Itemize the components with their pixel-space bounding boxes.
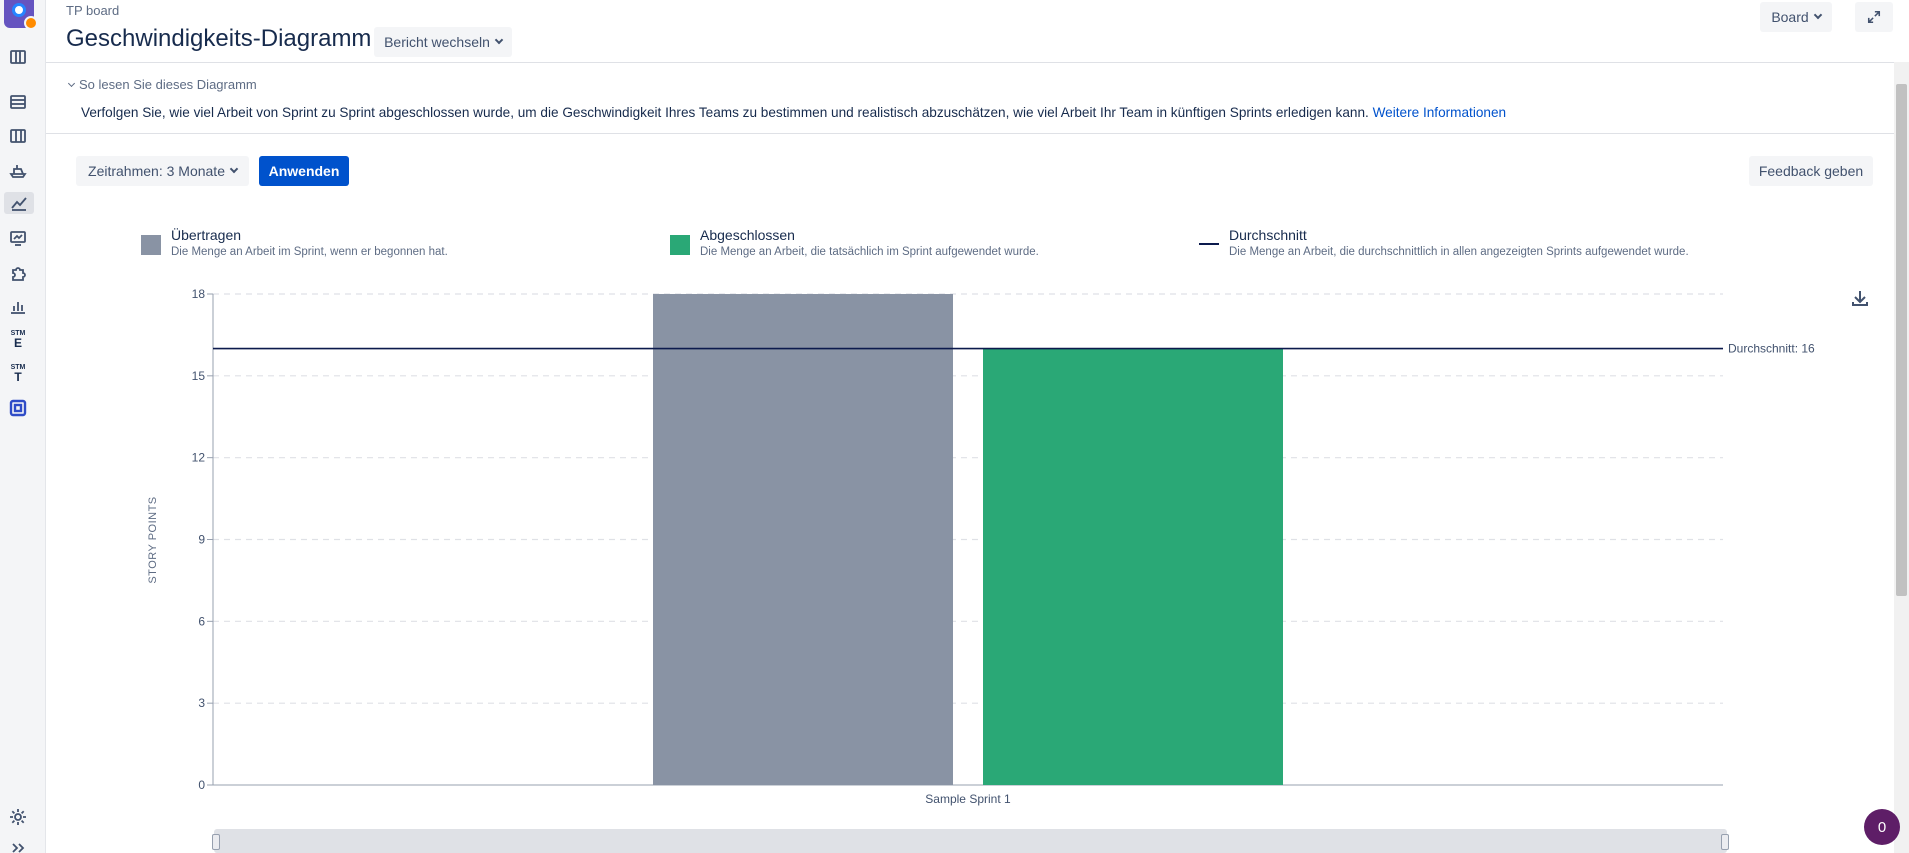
reports-icon[interactable] bbox=[4, 192, 34, 214]
range-handle-end[interactable] bbox=[1721, 834, 1729, 850]
stm-t-icon[interactable]: STM T bbox=[10, 364, 26, 384]
scrollbar-thumb[interactable] bbox=[1896, 84, 1907, 596]
y-tick-label: 12 bbox=[192, 451, 206, 465]
fullscreen-button[interactable] bbox=[1855, 2, 1893, 32]
info-divider bbox=[46, 133, 1894, 134]
y-tick-label: 18 bbox=[192, 287, 206, 301]
how-to-read-toggle[interactable]: So lesen Sie dieses Diagramm bbox=[67, 77, 257, 92]
monitor-chart-icon[interactable] bbox=[7, 227, 29, 249]
bar-completed bbox=[983, 348, 1283, 785]
bar-committed bbox=[653, 294, 953, 785]
legend-swatch-committed bbox=[141, 235, 161, 255]
sprint-range-slider[interactable] bbox=[214, 829, 1727, 853]
sprint-board-icon[interactable] bbox=[7, 125, 29, 147]
legend-desc: Die Menge an Arbeit im Sprint, wenn er b… bbox=[171, 246, 448, 258]
legend-title: Durchschnitt bbox=[1229, 227, 1307, 243]
apply-button[interactable]: Anwenden bbox=[259, 156, 349, 186]
chart-description: Verfolgen Sie, wie viel Arbeit von Sprin… bbox=[81, 105, 1506, 120]
legend-item-average: Durchschnitt Die Menge an Arbeit, die du… bbox=[1199, 227, 1689, 258]
more-info-link[interactable]: Weitere Informationen bbox=[1372, 105, 1507, 120]
chart-description-text: Verfolgen Sie, wie viel Arbeit von Sprin… bbox=[81, 105, 1369, 120]
average-label: Durchschnitt: 16 bbox=[1728, 342, 1815, 356]
board-button[interactable]: Board bbox=[1760, 2, 1832, 32]
y-tick-label: 9 bbox=[198, 533, 205, 547]
legend-desc: Die Menge an Arbeit, die tatsächlich im … bbox=[700, 246, 1039, 258]
switch-report-label: Bericht wechseln bbox=[384, 34, 490, 50]
board-button-label: Board bbox=[1771, 9, 1809, 25]
backlog-icon[interactable] bbox=[7, 91, 29, 113]
plugin-square-icon[interactable] bbox=[7, 397, 29, 419]
y-axis-label: STORY POINTS bbox=[147, 496, 159, 583]
help-badge[interactable]: 0 bbox=[1864, 809, 1900, 845]
how-to-read-label: So lesen Sie dieses Diagramm bbox=[79, 77, 257, 92]
legend-swatch-average bbox=[1199, 243, 1219, 245]
legend-swatch-completed bbox=[670, 235, 690, 255]
y-tick-label: 15 bbox=[192, 369, 206, 383]
settings-gear-icon[interactable] bbox=[7, 806, 29, 828]
page-title: Geschwindigkeits-Diagramm bbox=[66, 25, 372, 52]
y-tick-label: 6 bbox=[198, 614, 205, 628]
y-tick-label: 3 bbox=[198, 696, 205, 710]
breadcrumb-project[interactable]: TP board bbox=[66, 3, 120, 18]
legend-title: Abgeschlossen bbox=[700, 227, 795, 243]
timeframe-select[interactable]: Zeitrahmen: 3 Monate bbox=[76, 156, 249, 186]
legend-title: Übertragen bbox=[171, 227, 242, 243]
download-icon[interactable] bbox=[1850, 288, 1870, 308]
stm-e-icon[interactable]: STM E bbox=[10, 330, 26, 350]
expand-icon bbox=[1867, 10, 1881, 24]
feedback-button[interactable]: Feedback geben bbox=[1749, 156, 1873, 186]
releases-ship-icon[interactable] bbox=[7, 159, 29, 181]
addons-puzzle-icon[interactable] bbox=[7, 262, 29, 284]
legend-desc: Die Menge an Arbeit, die durchschnittlic… bbox=[1229, 246, 1689, 258]
range-handle-start[interactable] bbox=[212, 834, 220, 850]
legend-item-committed: Übertragen Die Menge an Arbeit im Sprint… bbox=[141, 227, 448, 258]
expand-sidebar-icon[interactable] bbox=[7, 838, 29, 853]
left-rail: STM E STM T bbox=[0, 0, 46, 853]
y-tick-label: 0 bbox=[198, 778, 205, 792]
bar-chart-icon[interactable] bbox=[7, 295, 29, 317]
header-divider bbox=[46, 62, 1894, 63]
app-logo[interactable] bbox=[4, 0, 38, 30]
switch-report-button[interactable]: Bericht wechseln bbox=[374, 27, 512, 57]
legend-item-completed: Abgeschlossen Die Menge an Arbeit, die t… bbox=[670, 227, 1039, 258]
board-icon[interactable] bbox=[7, 46, 29, 68]
x-tick-label: Sample Sprint 1 bbox=[925, 792, 1011, 806]
timeframe-label: Zeitrahmen: 3 Monate bbox=[88, 163, 225, 179]
